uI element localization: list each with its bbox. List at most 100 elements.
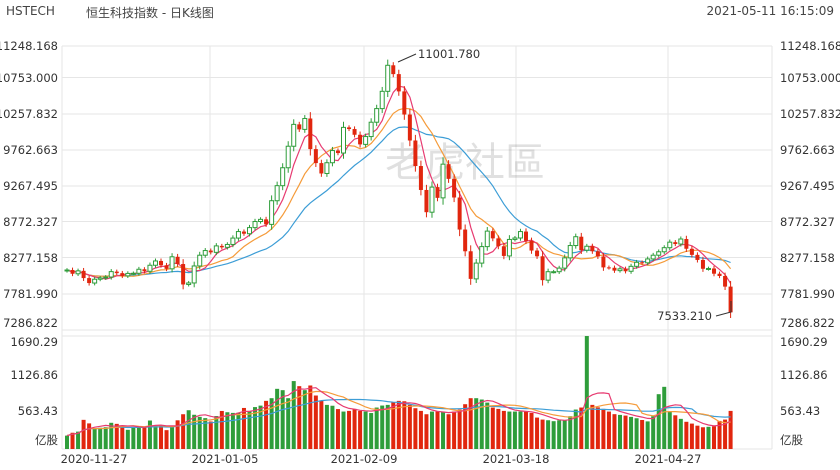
candle-body-up: [64, 269, 70, 272]
candle-body-up: [302, 117, 308, 130]
candle-body-down: [496, 238, 501, 247]
candle-body-down: [70, 269, 75, 274]
volume-bar-up: [479, 399, 484, 449]
candle-body-up: [324, 162, 330, 174]
candle-body-down: [114, 271, 119, 274]
price-tick-left: 8277.158: [3, 251, 58, 265]
candle-body-up: [147, 264, 153, 272]
volume-bar-up: [662, 386, 667, 449]
candle-body-up: [667, 241, 673, 249]
volume-bar-down: [264, 400, 269, 449]
volume-bar-up: [253, 407, 258, 449]
volume-bar-down: [468, 398, 473, 449]
price-tick-left: 10257.832: [0, 107, 58, 121]
volume-bar-up: [369, 413, 374, 449]
candle-body-down: [175, 256, 180, 265]
candle-body-up: [567, 245, 573, 259]
candle-body-down: [335, 150, 340, 154]
volume-unit-left: 亿股: [35, 433, 58, 447]
volume-bar-up: [429, 411, 434, 449]
candle-body-down: [457, 197, 462, 230]
candle-body-up: [252, 221, 258, 229]
candle-body-up: [191, 265, 197, 284]
date-tick: 2021-01-05: [192, 452, 259, 466]
volume-bar-down: [87, 423, 92, 449]
volume-bar-down: [208, 421, 213, 449]
candle-body-up: [545, 271, 551, 281]
price-tick-right: 10753.000: [780, 71, 840, 85]
volume-bar-up: [330, 405, 335, 449]
candle-body-down: [606, 267, 611, 269]
volume-bar-down: [407, 404, 412, 449]
volume-bar-down: [612, 414, 617, 449]
volume-bar-up: [286, 398, 291, 449]
candle-body-down: [463, 229, 468, 252]
volume-bar-down: [81, 419, 86, 449]
volume-bar-down: [595, 407, 600, 449]
price-tick-right: 9267.495: [780, 179, 835, 193]
candle-body-up: [484, 230, 490, 248]
candle-body-up: [97, 277, 103, 280]
volume-bar-down: [319, 400, 324, 449]
candle-body-up: [213, 245, 219, 253]
chart-title: 恒生科技指数 - 日K线图: [86, 6, 214, 20]
volume-bar-down: [590, 404, 595, 449]
candle-body-down: [695, 254, 700, 260]
volume-bar-down: [297, 386, 302, 449]
candle-body-up: [186, 282, 192, 285]
volume-ticks: 1690.29 1126.86 563.43 亿股 1690.29 1126.8…: [10, 335, 827, 447]
volume-bar-up: [136, 426, 141, 449]
volume-tick-right: 1126.86: [780, 368, 828, 382]
candle-body-down: [446, 164, 451, 179]
candle-body-up: [368, 121, 374, 138]
candle-body-up: [645, 258, 651, 264]
volume-bar-up: [291, 381, 296, 449]
volume-bar-up: [280, 390, 285, 449]
volume-tick-right: 563.43: [780, 404, 820, 418]
volume-bar-down: [457, 409, 462, 449]
candle-body-down: [700, 259, 705, 269]
volume-bar-down: [402, 401, 407, 449]
volume-bar-up: [645, 421, 650, 449]
volume-bar-down: [424, 414, 429, 449]
volume-bar-down: [579, 407, 584, 449]
candle-body-down: [640, 262, 645, 264]
volume-bar-down: [435, 411, 440, 449]
volume-bar-down: [540, 419, 545, 449]
date-tick: 2020-11-27: [61, 452, 128, 466]
volume-bar-down: [535, 417, 540, 449]
volume-tick-left: 1126.86: [10, 368, 58, 382]
volume-bar-up: [247, 411, 252, 449]
volume-bar-up: [568, 416, 573, 449]
volume-bar-down: [673, 415, 678, 449]
volume-bar-up: [551, 421, 556, 449]
volume-bar-up: [562, 420, 567, 449]
volume-bar-down: [181, 414, 186, 449]
candle-body-down: [424, 189, 429, 213]
symbol-label: HSTECH: [6, 4, 55, 18]
price-tick-left: 7286.822: [3, 316, 58, 330]
candle-body-up: [385, 64, 391, 92]
candle-body-down: [595, 251, 600, 257]
candle-body-up: [136, 268, 142, 274]
volume-bar-up: [706, 426, 711, 449]
price-tick-left: 10753.000: [0, 71, 58, 85]
candle-body-down: [396, 74, 401, 92]
volume-bar-down: [335, 409, 340, 449]
volume-bar-down: [347, 410, 352, 449]
volume-bar-down: [142, 426, 147, 449]
price-tick-left: 8772.327: [3, 215, 58, 229]
volume-tick-left: 563.43: [18, 404, 58, 418]
price-tick-right: 11248.168: [780, 39, 840, 53]
volume-bar-up: [153, 425, 158, 449]
volume-bar-up: [380, 405, 385, 449]
volume-bar-down: [606, 411, 611, 449]
candle-body-up: [628, 265, 634, 272]
volume-bar-down: [463, 404, 468, 449]
volume-bar-up: [656, 394, 661, 449]
candle-body-down: [673, 242, 678, 245]
volume-bar-up: [302, 390, 307, 449]
candle-body-down: [87, 278, 92, 284]
volume-bar-up: [667, 411, 672, 449]
candle-body-up: [152, 260, 158, 266]
